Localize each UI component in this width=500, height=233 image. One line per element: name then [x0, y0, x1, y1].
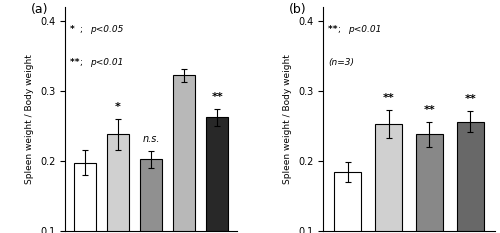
Text: p<0.01: p<0.01 — [90, 58, 124, 67]
Bar — [416, 134, 443, 233]
Text: *: * — [70, 25, 78, 34]
Text: ;: ; — [80, 25, 86, 34]
Bar — [174, 75, 195, 233]
Text: **: ** — [212, 92, 223, 102]
Text: **: ** — [70, 58, 83, 67]
Bar — [140, 159, 162, 233]
Text: (a): (a) — [30, 3, 48, 16]
Text: ;: ; — [338, 25, 344, 34]
Y-axis label: Spleen weight / Body weight: Spleen weight / Body weight — [26, 54, 35, 184]
Bar — [107, 134, 128, 233]
Text: **: ** — [464, 94, 476, 104]
Y-axis label: Spleen weight / Body weight: Spleen weight / Body weight — [284, 54, 292, 184]
Text: *: * — [115, 102, 121, 112]
Text: **: ** — [424, 105, 436, 115]
Bar — [334, 172, 361, 233]
Text: (b): (b) — [288, 3, 306, 16]
Bar — [457, 122, 483, 233]
Bar — [206, 117, 228, 233]
Bar — [74, 163, 96, 233]
Text: p<0.05: p<0.05 — [90, 25, 124, 34]
Text: **: ** — [328, 25, 341, 34]
Text: **: ** — [382, 93, 394, 103]
Text: n.s.: n.s. — [142, 134, 160, 144]
Text: ;: ; — [80, 58, 86, 67]
Text: p<0.01: p<0.01 — [348, 25, 382, 34]
Text: (n=3): (n=3) — [328, 58, 354, 67]
Bar — [375, 124, 402, 233]
